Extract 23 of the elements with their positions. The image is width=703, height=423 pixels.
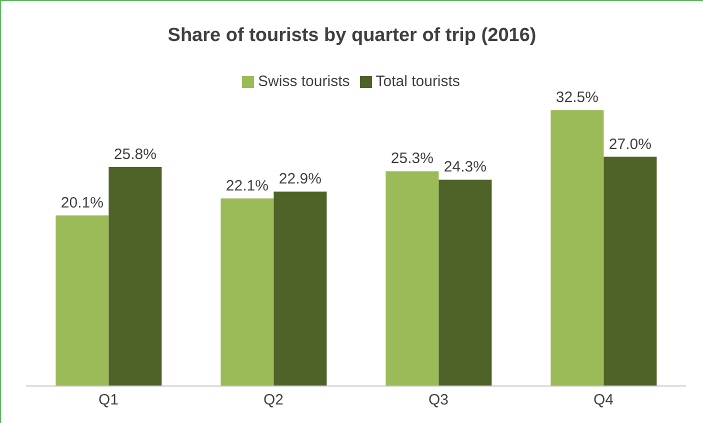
data-label: 25.3%	[390, 150, 434, 168]
data-label: 32.5%	[556, 89, 598, 106]
bar	[604, 156, 657, 386]
x-tick-label: Q4	[593, 392, 614, 409]
x-tick-label: Q3	[428, 392, 449, 409]
bar	[386, 171, 439, 386]
legend-label: Swiss tourists	[258, 73, 350, 90]
bar	[56, 215, 109, 386]
data-label: 27.0%	[608, 136, 652, 153]
bar	[220, 198, 274, 386]
data-label: 25.8%	[114, 146, 156, 163]
bar	[274, 192, 327, 386]
x-tick-label: Q1	[98, 392, 119, 409]
data-label: 20.1%	[60, 194, 104, 212]
data-label: 22.1%	[226, 177, 268, 194]
bar	[108, 166, 162, 386]
x-tick-label: Q2	[263, 392, 284, 409]
bar	[550, 110, 604, 386]
legend-label: Total tourists	[376, 73, 460, 90]
chart-title: Share of tourists by quarter of trip (2016)	[166, 25, 538, 47]
bar	[438, 180, 492, 386]
data-label: 24.3%	[444, 158, 486, 176]
data-label: 22.9%	[278, 170, 322, 188]
